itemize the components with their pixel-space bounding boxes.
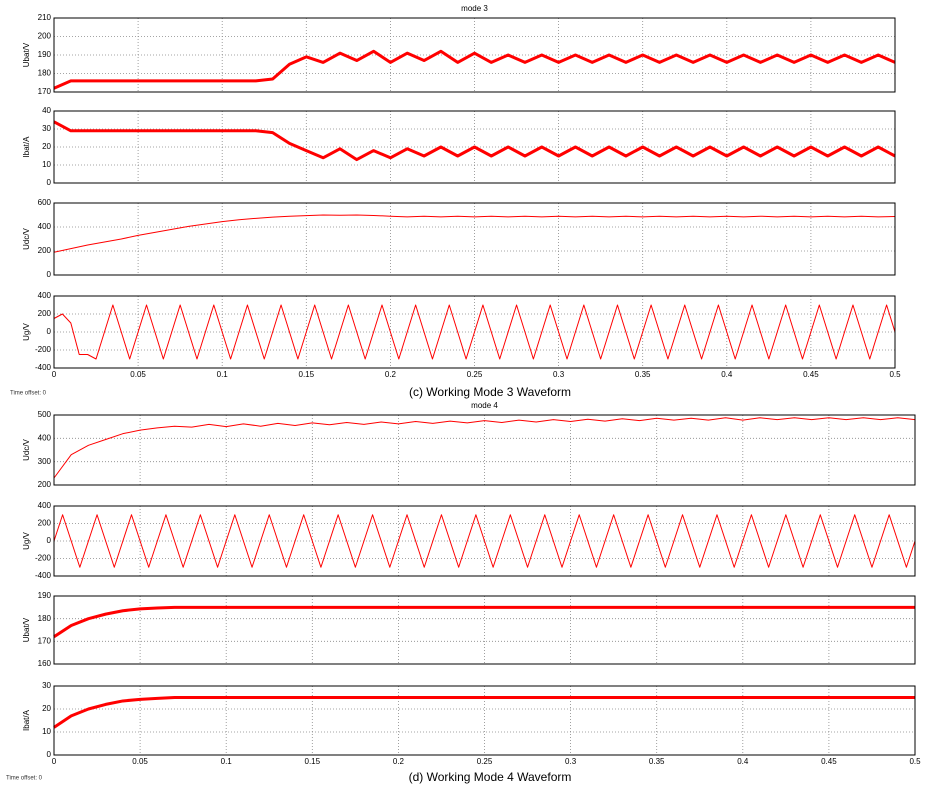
x-tick-label: 0.2 — [393, 757, 405, 766]
x-tick-label: 0.35 — [635, 370, 651, 379]
y-tick-label: 400 — [38, 222, 52, 231]
y-tick-label: 0 — [47, 270, 52, 279]
y-tick-label: 400 — [38, 433, 52, 442]
y-tick-label: 10 — [42, 160, 51, 169]
y-tick-label: 0 — [47, 178, 52, 187]
y-tick-label: 180 — [38, 614, 52, 623]
y-tick-label: 40 — [42, 106, 51, 115]
caption: (c) Working Mode 3 Waveform — [409, 385, 571, 399]
y-tick-label: 400 — [38, 291, 52, 300]
time-offset: Time offset: 0 — [10, 391, 47, 397]
y-tick-label: 300 — [38, 457, 52, 466]
x-tick-label: 0.25 — [467, 370, 483, 379]
x-tick-label: 0.45 — [821, 757, 837, 766]
y-tick-label: -200 — [35, 345, 52, 354]
y-tick-label: 190 — [38, 50, 52, 59]
x-tick-label: 0.5 — [889, 370, 901, 379]
x-tick-label: 0.3 — [565, 757, 577, 766]
x-tick-label: 0.25 — [477, 757, 493, 766]
line — [53, 304, 896, 360]
x-tick-label: 0.45 — [803, 370, 819, 379]
y-tick-label: -400 — [35, 363, 52, 372]
x-tick-label: 0.4 — [721, 370, 733, 379]
x-tick-label: 0 — [52, 370, 57, 379]
x-tick-label: 0.1 — [221, 757, 233, 766]
plot-frame — [53, 505, 916, 577]
y-tick-label: 600 — [38, 198, 52, 207]
x-tick-label: 0.2 — [385, 370, 397, 379]
y-tick-label: 30 — [42, 681, 51, 690]
y-tick-label: 210 — [38, 13, 52, 22]
y-axis-label: Ubat/V — [22, 617, 31, 642]
y-axis-label: Ibat/A — [22, 709, 31, 731]
x-tick-label: 0.15 — [299, 370, 315, 379]
y-tick-label: 20 — [42, 704, 51, 713]
y-tick-label: -400 — [35, 571, 52, 580]
x-tick-label: 0.1 — [217, 370, 229, 379]
y-tick-label: 190 — [38, 591, 52, 600]
y-tick-label: 170 — [38, 636, 52, 645]
y-tick-label: 160 — [38, 659, 52, 668]
y-axis-label: Ibat/A — [22, 136, 31, 158]
line — [53, 49, 896, 90]
plot-frame — [53, 414, 916, 486]
x-tick-label: 0.35 — [649, 757, 665, 766]
line — [53, 214, 896, 253]
plot-frame — [53, 595, 916, 665]
plot-frame — [53, 110, 896, 184]
y-tick-label: 200 — [38, 309, 52, 318]
y-tick-label: 180 — [38, 69, 52, 78]
line — [53, 696, 915, 729]
chart-title: mode 3 — [461, 4, 488, 13]
x-tick-label: 0.4 — [737, 757, 749, 766]
line — [53, 605, 915, 639]
x-tick-label: 0.15 — [305, 757, 321, 766]
plot-frame — [53, 202, 896, 276]
y-tick-label: 0 — [47, 750, 52, 759]
y-axis-label: Ubat/V — [22, 42, 31, 67]
y-tick-label: 200 — [38, 246, 52, 255]
y-tick-label: 20 — [42, 142, 51, 151]
y-tick-label: -200 — [35, 554, 52, 563]
line — [53, 417, 916, 479]
y-tick-label: 500 — [38, 410, 52, 419]
plot-frame — [53, 17, 896, 93]
caption: (d) Working Mode 4 Waveform — [409, 770, 572, 784]
y-tick-label: 200 — [38, 480, 52, 489]
y-axis-label: Ug/V — [22, 531, 31, 549]
x-tick-label: 0.3 — [553, 370, 565, 379]
line — [53, 514, 916, 568]
y-tick-label: 10 — [42, 727, 51, 736]
time-offset: Time offset: 0 — [6, 776, 43, 782]
plot-frame — [53, 295, 896, 369]
y-tick-label: 170 — [38, 87, 52, 96]
y-axis-label: Udc/V — [22, 227, 31, 249]
y-axis-label: Ug/V — [22, 322, 31, 340]
y-tick-label: 200 — [38, 519, 52, 528]
y-tick-label: 400 — [38, 501, 52, 510]
y-tick-label: 200 — [38, 32, 52, 41]
chart-title: mode 4 — [471, 401, 498, 410]
x-tick-label: 0.05 — [130, 370, 146, 379]
x-tick-label: 0.05 — [132, 757, 148, 766]
plot-area — [54, 415, 915, 485]
y-tick-label: 30 — [42, 124, 51, 133]
line — [53, 120, 896, 162]
y-tick-label: 0 — [47, 536, 52, 545]
y-axis-label: Udc/V — [22, 438, 31, 460]
x-tick-label: 0.5 — [909, 757, 921, 766]
plot-frame — [53, 685, 916, 756]
x-tick-label: 0 — [52, 757, 57, 766]
y-tick-label: 0 — [47, 327, 52, 336]
